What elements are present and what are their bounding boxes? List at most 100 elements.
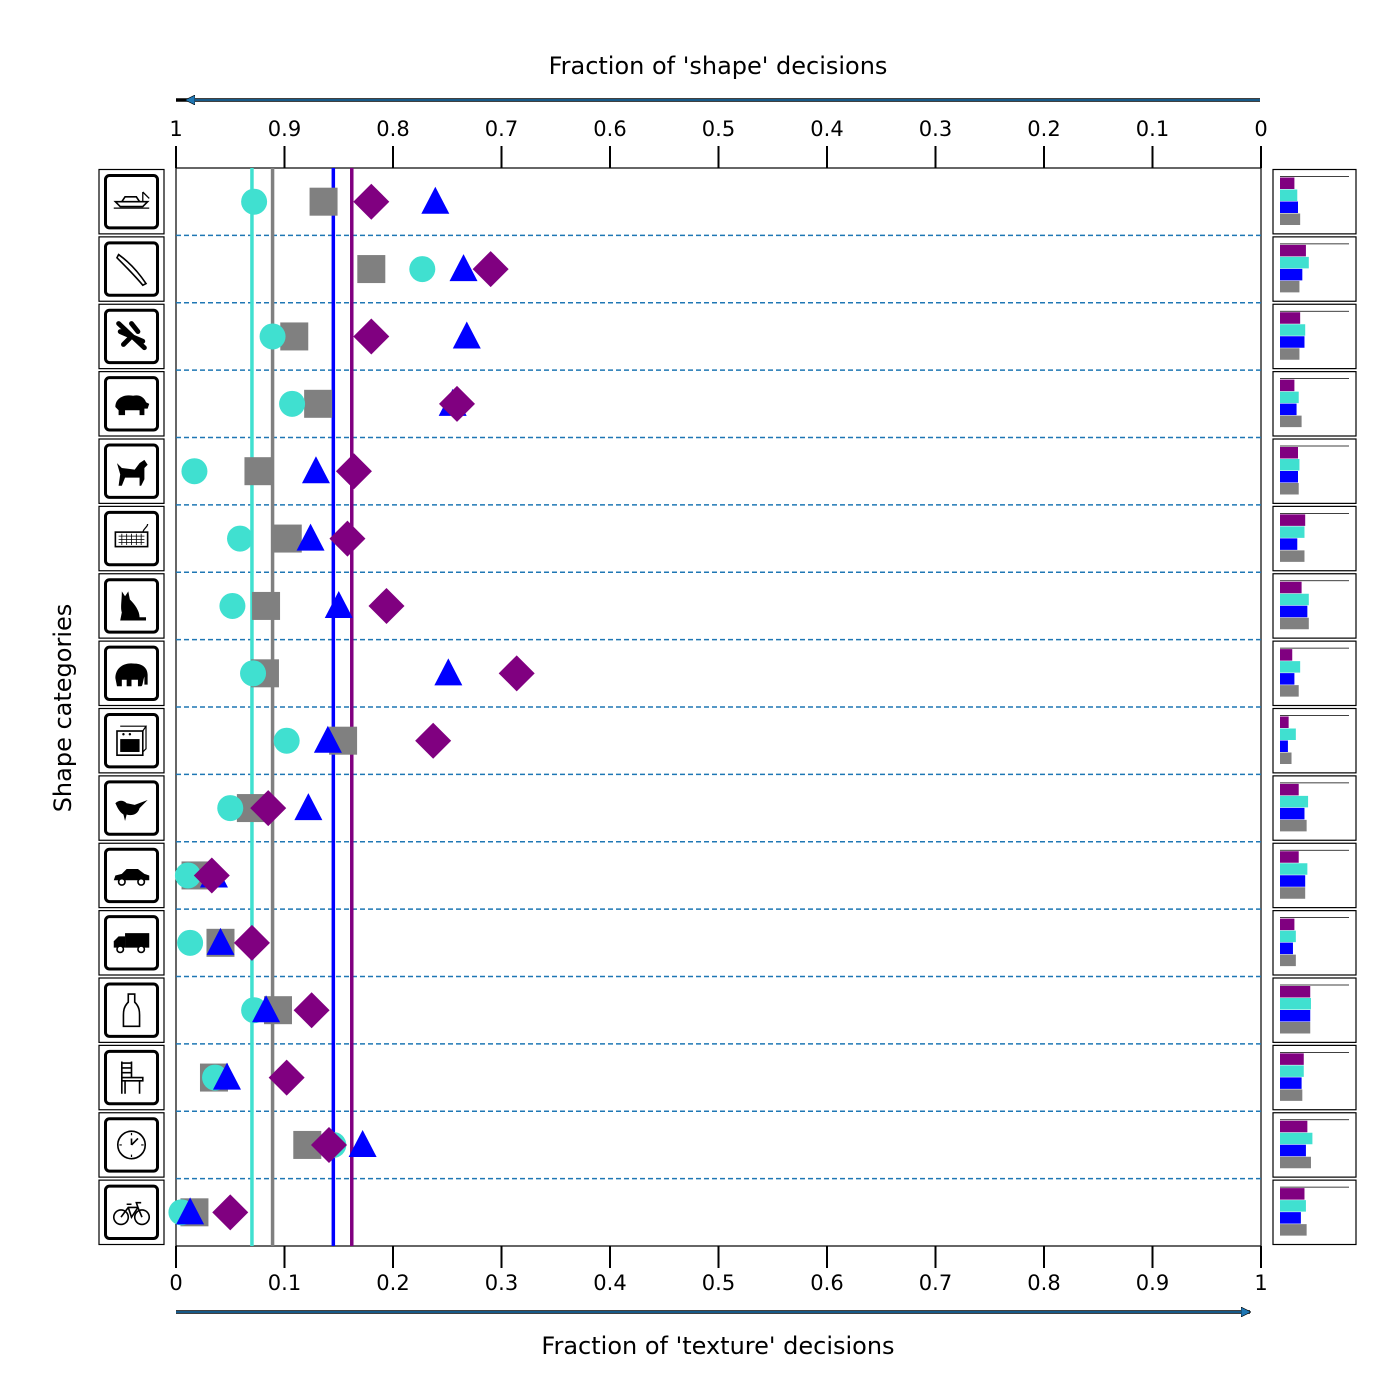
data-point-triangle: [452, 321, 481, 349]
top-tick-label: 0.6: [593, 117, 626, 141]
side-bar: [1280, 348, 1300, 360]
side-bar-panel: [1272, 977, 1357, 1043]
data-point-circle: [174, 862, 201, 889]
side-bar: [1280, 1120, 1308, 1133]
side-bar-panel: [1272, 236, 1357, 302]
side-bar: [1280, 1053, 1304, 1065]
side-bar: [1280, 189, 1298, 201]
side-bar: [1280, 1188, 1305, 1200]
data-point-diamond: [250, 790, 287, 827]
side-bar: [1280, 213, 1301, 225]
side-bar: [1280, 1132, 1313, 1145]
side-bar: [1280, 244, 1306, 257]
side-bar: [1280, 918, 1295, 931]
bottom-tick-label: 0.8: [1027, 1271, 1060, 1295]
bottom-tick-label: 0.5: [702, 1271, 735, 1295]
side-bar: [1280, 1077, 1302, 1089]
side-bar: [1280, 1200, 1306, 1212]
top-tick-label: 1: [169, 117, 182, 141]
bottom-tick-label: 0: [169, 1271, 182, 1295]
data-point-triangle: [252, 995, 281, 1023]
side-bar: [1280, 887, 1306, 899]
side-bar-panel: [1272, 1044, 1357, 1111]
side-bar: [1280, 1156, 1311, 1169]
side-bar: [1280, 661, 1301, 673]
data-point-circle: [259, 323, 286, 350]
data-point-square: [304, 389, 333, 418]
bottom-tick-label: 0.9: [1136, 1271, 1169, 1295]
bottom-tick-label: 0.4: [593, 1271, 626, 1295]
side-bar: [1280, 795, 1309, 808]
category-keyboard-icon: [98, 505, 165, 572]
side-bar: [1280, 280, 1300, 293]
category-bicycle-icon: [98, 1179, 165, 1246]
side-bar: [1280, 391, 1299, 404]
y-axis-label: Shape categories: [49, 604, 77, 813]
top-tick-label: 0.5: [702, 117, 735, 141]
data-point-diamond: [368, 587, 405, 624]
data-point-triangle: [313, 725, 342, 753]
data-point-square: [273, 524, 302, 553]
side-bar: [1280, 268, 1303, 281]
side-bar: [1280, 752, 1292, 764]
side-bar: [1280, 617, 1309, 630]
side-bar: [1280, 415, 1302, 428]
side-bar: [1280, 875, 1306, 887]
side-bar: [1280, 336, 1305, 348]
data-point-diamond: [310, 1126, 347, 1163]
bottom-tick-label: 0.7: [919, 1271, 952, 1295]
side-bar-panel: [1272, 775, 1357, 841]
data-point-diamond: [329, 520, 366, 557]
category-bird-icon: [98, 775, 165, 841]
bottom-axis-ticks: 0 0.1 0.2 0.3 0.4 0.5 0.6 0.7 0.8 0.9 1: [169, 1246, 1268, 1295]
data-point-diamond: [498, 655, 535, 692]
data-point-diamond: [335, 453, 372, 490]
data-point-circle: [409, 256, 436, 283]
side-bar: [1280, 685, 1299, 697]
data-point-diamond: [233, 924, 270, 961]
side-bar: [1280, 1022, 1311, 1034]
side-bar-panel: [1272, 1179, 1357, 1246]
data-point-diamond: [268, 1059, 305, 1096]
data-point-circle: [181, 458, 208, 485]
side-bar: [1280, 538, 1298, 550]
side-bar: [1280, 514, 1306, 526]
side-bar: [1280, 312, 1301, 324]
side-bar: [1280, 783, 1299, 796]
side-bar: [1280, 1144, 1306, 1157]
bottom-tick-label: 0.3: [485, 1271, 518, 1295]
bottom-tick-label: 0.6: [810, 1271, 843, 1295]
side-bar: [1280, 863, 1308, 875]
top-axis-label: Fraction of 'shape' decisions: [549, 52, 888, 80]
bottom-tick-label: 0.2: [376, 1271, 409, 1295]
side-bar: [1280, 1089, 1303, 1101]
category-dog-icon: [98, 438, 165, 504]
data-point-circle: [241, 188, 268, 215]
side-bar: [1280, 605, 1308, 618]
side-bar: [1280, 986, 1311, 998]
side-bar: [1280, 1224, 1307, 1236]
data-point-triangle: [296, 523, 325, 551]
data-point-triangle: [176, 1197, 205, 1225]
side-bar: [1280, 177, 1295, 189]
data-point-triangle: [449, 254, 478, 282]
side-bar-panel: [1272, 438, 1357, 504]
top-tick-label: 0.8: [376, 117, 409, 141]
side-bar: [1280, 673, 1295, 685]
side-bar: [1280, 740, 1288, 752]
data-points: [168, 183, 535, 1231]
side-bar-panel: [1272, 505, 1357, 572]
bottom-axis-label: Fraction of 'texture' decisions: [541, 1332, 894, 1360]
bottom-tick-label: 1: [1254, 1271, 1267, 1295]
side-bar: [1280, 447, 1298, 459]
row-dividers: [176, 234, 1261, 1180]
category-elephant-icon: [98, 640, 165, 707]
side-bar: [1280, 851, 1299, 863]
data-point-triangle: [206, 927, 235, 955]
data-point-circle: [240, 660, 267, 687]
data-point-diamond: [472, 251, 509, 288]
top-tick-label: 0: [1254, 117, 1267, 141]
side-bar-panel: [1272, 573, 1357, 639]
side-bar: [1280, 483, 1299, 495]
